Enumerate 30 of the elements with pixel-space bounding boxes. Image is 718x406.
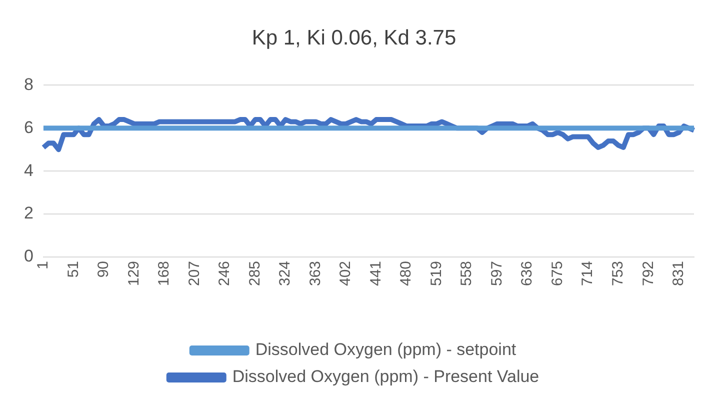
x-tick-label: 207 xyxy=(186,260,203,286)
legend-label: Dissolved Oxygen (ppm) - Present Value xyxy=(232,367,540,386)
x-tick-label: 480 xyxy=(398,260,415,286)
x-tick-label: 441 xyxy=(367,260,384,286)
y-tick-label: 8 xyxy=(24,74,34,94)
x-tick-label: 246 xyxy=(216,260,234,286)
x-tick-label: 90 xyxy=(95,260,112,278)
x-tick-label: 168 xyxy=(156,260,173,286)
x-tick-label: 597 xyxy=(488,260,506,286)
y-tick-label: 2 xyxy=(24,204,34,223)
chart-title: Kp 1, Ki 0.06, Kd 3.75 xyxy=(252,26,456,50)
x-tick-label: 753 xyxy=(609,260,626,286)
x-tick-label: 285 xyxy=(246,260,264,286)
x-tick-label: 636 xyxy=(518,260,536,286)
x-tick-label: 129 xyxy=(125,260,142,286)
x-tick-label: 519 xyxy=(428,260,445,286)
x-tick-label: 558 xyxy=(458,260,476,286)
x-tick-label: 831 xyxy=(670,260,688,286)
x-tick-label: 51 xyxy=(64,260,82,278)
x-tick-label: 402 xyxy=(337,260,354,286)
y-tick-label: 4 xyxy=(24,160,34,180)
x-tick-label: 792 xyxy=(640,260,657,286)
x-tick-label: 675 xyxy=(548,260,566,286)
x-tick-label: 324 xyxy=(276,260,294,286)
y-tick-label: 0 xyxy=(24,246,34,266)
x-tick-label: 363 xyxy=(306,260,324,286)
y-tick-label: 6 xyxy=(24,118,34,137)
x-tick-label: 714 xyxy=(579,260,596,286)
legend-label: Dissolved Oxygen (ppm) - setpoint xyxy=(255,340,516,360)
x-tick-label: 1 xyxy=(34,260,52,270)
